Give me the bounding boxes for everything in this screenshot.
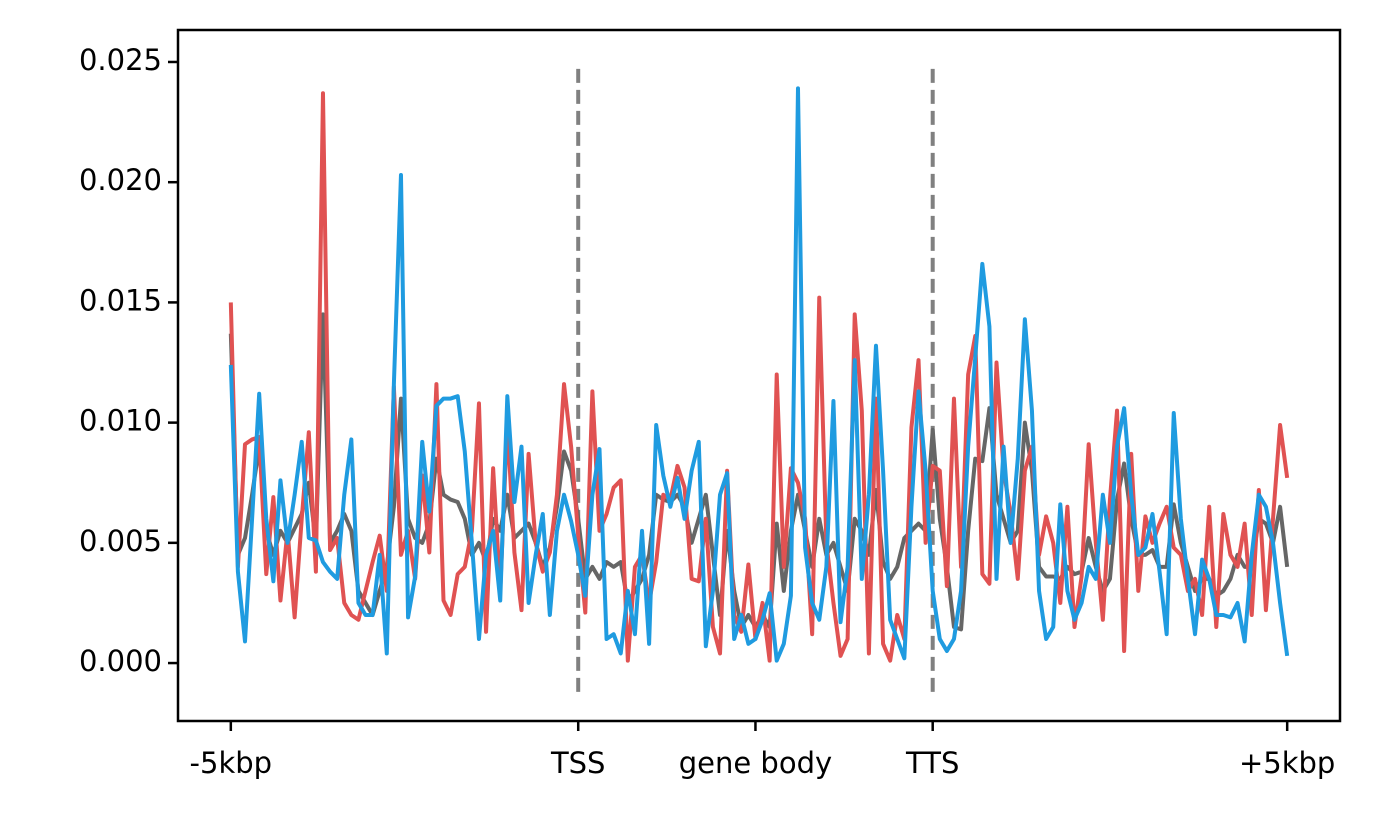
y-tick-label: 0.020 xyxy=(79,163,162,197)
y-tick-label: 0.025 xyxy=(79,43,162,77)
x-tick-label: +5kbp xyxy=(1239,746,1335,780)
x-tick-label: -5kbp xyxy=(190,746,273,780)
x-tick-label: gene body xyxy=(679,746,832,780)
plot-frame xyxy=(176,28,1342,723)
x-tick-label: TTS xyxy=(905,746,959,780)
x-tick-label: TSS xyxy=(550,746,606,780)
y-tick-label: 0.000 xyxy=(79,644,162,678)
y-tick-label: 0.005 xyxy=(79,524,162,558)
y-tick-label: 0.010 xyxy=(79,404,162,438)
series-line xyxy=(228,86,1290,663)
y-tick-label: 0.015 xyxy=(79,283,162,317)
